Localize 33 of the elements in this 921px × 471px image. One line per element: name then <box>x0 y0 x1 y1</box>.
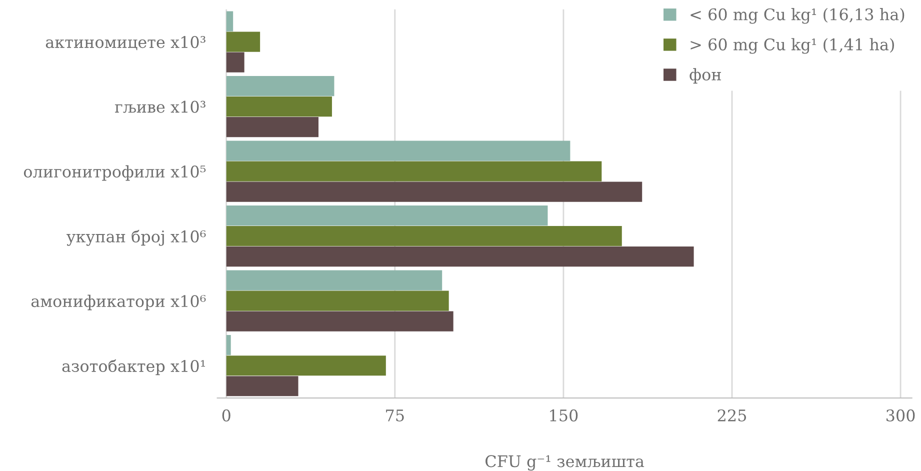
bar <box>226 246 694 267</box>
y-tick-label: укупан број x10⁶ <box>66 230 206 246</box>
x-tick-label: 300 <box>886 409 915 422</box>
bar <box>226 76 334 96</box>
y-tick-label: актиномицете x10³ <box>46 36 206 50</box>
y-tick-label: гљиве x10³ <box>114 100 206 113</box>
x-tick-label: 0 <box>222 409 230 422</box>
bar <box>226 96 332 117</box>
bar <box>226 206 548 226</box>
x-tick-label: 150 <box>550 409 578 422</box>
bar <box>226 52 244 72</box>
y-tick-label: амонификатори x10⁶ <box>31 294 206 310</box>
bar <box>226 335 231 356</box>
bar <box>226 311 454 332</box>
x-tick-label: 75 <box>386 410 404 422</box>
bar <box>226 32 260 52</box>
bar <box>226 226 622 246</box>
bar <box>226 182 642 202</box>
bar <box>226 290 449 311</box>
x-tick-label: 225 <box>718 409 746 422</box>
legend-label: > 60 mg Cu kg¹ (1,41 ha) <box>690 38 894 54</box>
legend-label: < 60 mg Cu kg¹ (16,13 ha) <box>690 8 904 24</box>
y-tick-label: олигонитрофили x10⁵ <box>24 165 206 181</box>
bar <box>226 356 386 376</box>
bar <box>226 161 602 182</box>
bar <box>226 140 570 161</box>
x-axis-title: CFU g⁻¹ земљишта <box>486 455 644 471</box>
bar <box>226 11 234 32</box>
bar <box>226 117 318 138</box>
y-tick-label: азотобактер x10¹ <box>62 359 205 376</box>
bar <box>226 270 442 290</box>
legend-label: фон <box>690 68 721 84</box>
bar <box>226 376 298 396</box>
